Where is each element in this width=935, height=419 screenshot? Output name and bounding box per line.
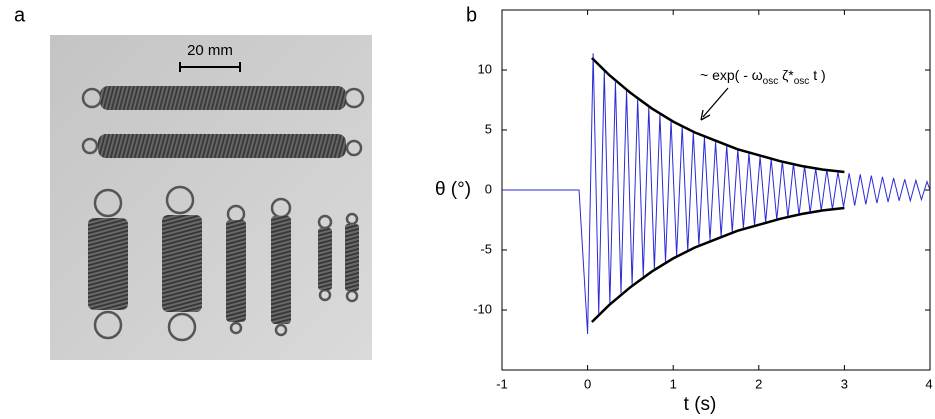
y-tick-label: -5 — [480, 241, 492, 256]
x-tick-label: 0 — [584, 376, 591, 391]
photo: 20 mm — [50, 35, 372, 360]
x-tick-label: 2 — [755, 376, 762, 391]
x-tick-label: 1 — [670, 376, 677, 391]
y-tick-label: 5 — [485, 121, 492, 136]
annotation-part: osc — [794, 76, 810, 87]
y-tick-label: 0 — [485, 181, 492, 196]
annotation-arrow — [700, 87, 729, 121]
series-line — [591, 206, 845, 323]
annotation-part: ~ exp( - ω — [700, 67, 763, 83]
scale-bar-label: 20 mm — [187, 42, 233, 59]
y-axis-label: θ (°) — [435, 179, 471, 200]
y-tick-label: 10 — [478, 61, 492, 76]
x-axis-label: t (s) — [684, 394, 717, 415]
plot-frame — [501, 9, 931, 371]
annotation-part: ζ* — [778, 67, 794, 83]
x-tick-label: -1 — [496, 376, 508, 391]
x-tick-label: 4 — [925, 376, 932, 391]
y-tick-label: -10 — [473, 301, 492, 316]
annotation-part: t ) — [809, 67, 825, 83]
panel-label: a — [14, 4, 26, 26]
x-tick-label: 3 — [841, 376, 848, 391]
annotation: ~ exp( - ωosc ζ*osc t ) — [700, 67, 826, 87]
annotation-part: osc — [763, 76, 779, 87]
panel-label: b — [466, 4, 477, 26]
series-line — [502, 53, 931, 335]
series-line — [591, 57, 845, 174]
